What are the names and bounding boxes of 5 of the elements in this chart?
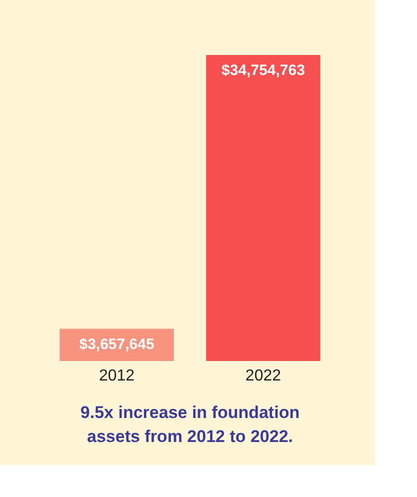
data-label: $3,657,645 xyxy=(79,336,154,353)
x-tick-label: 2022 xyxy=(245,368,282,384)
data-label: $34,754,763 xyxy=(222,62,305,79)
x-tick-label: 2012 xyxy=(98,368,135,384)
text: 9.5x increase in foundation assets from 2012 to 2022. xyxy=(80,403,300,446)
